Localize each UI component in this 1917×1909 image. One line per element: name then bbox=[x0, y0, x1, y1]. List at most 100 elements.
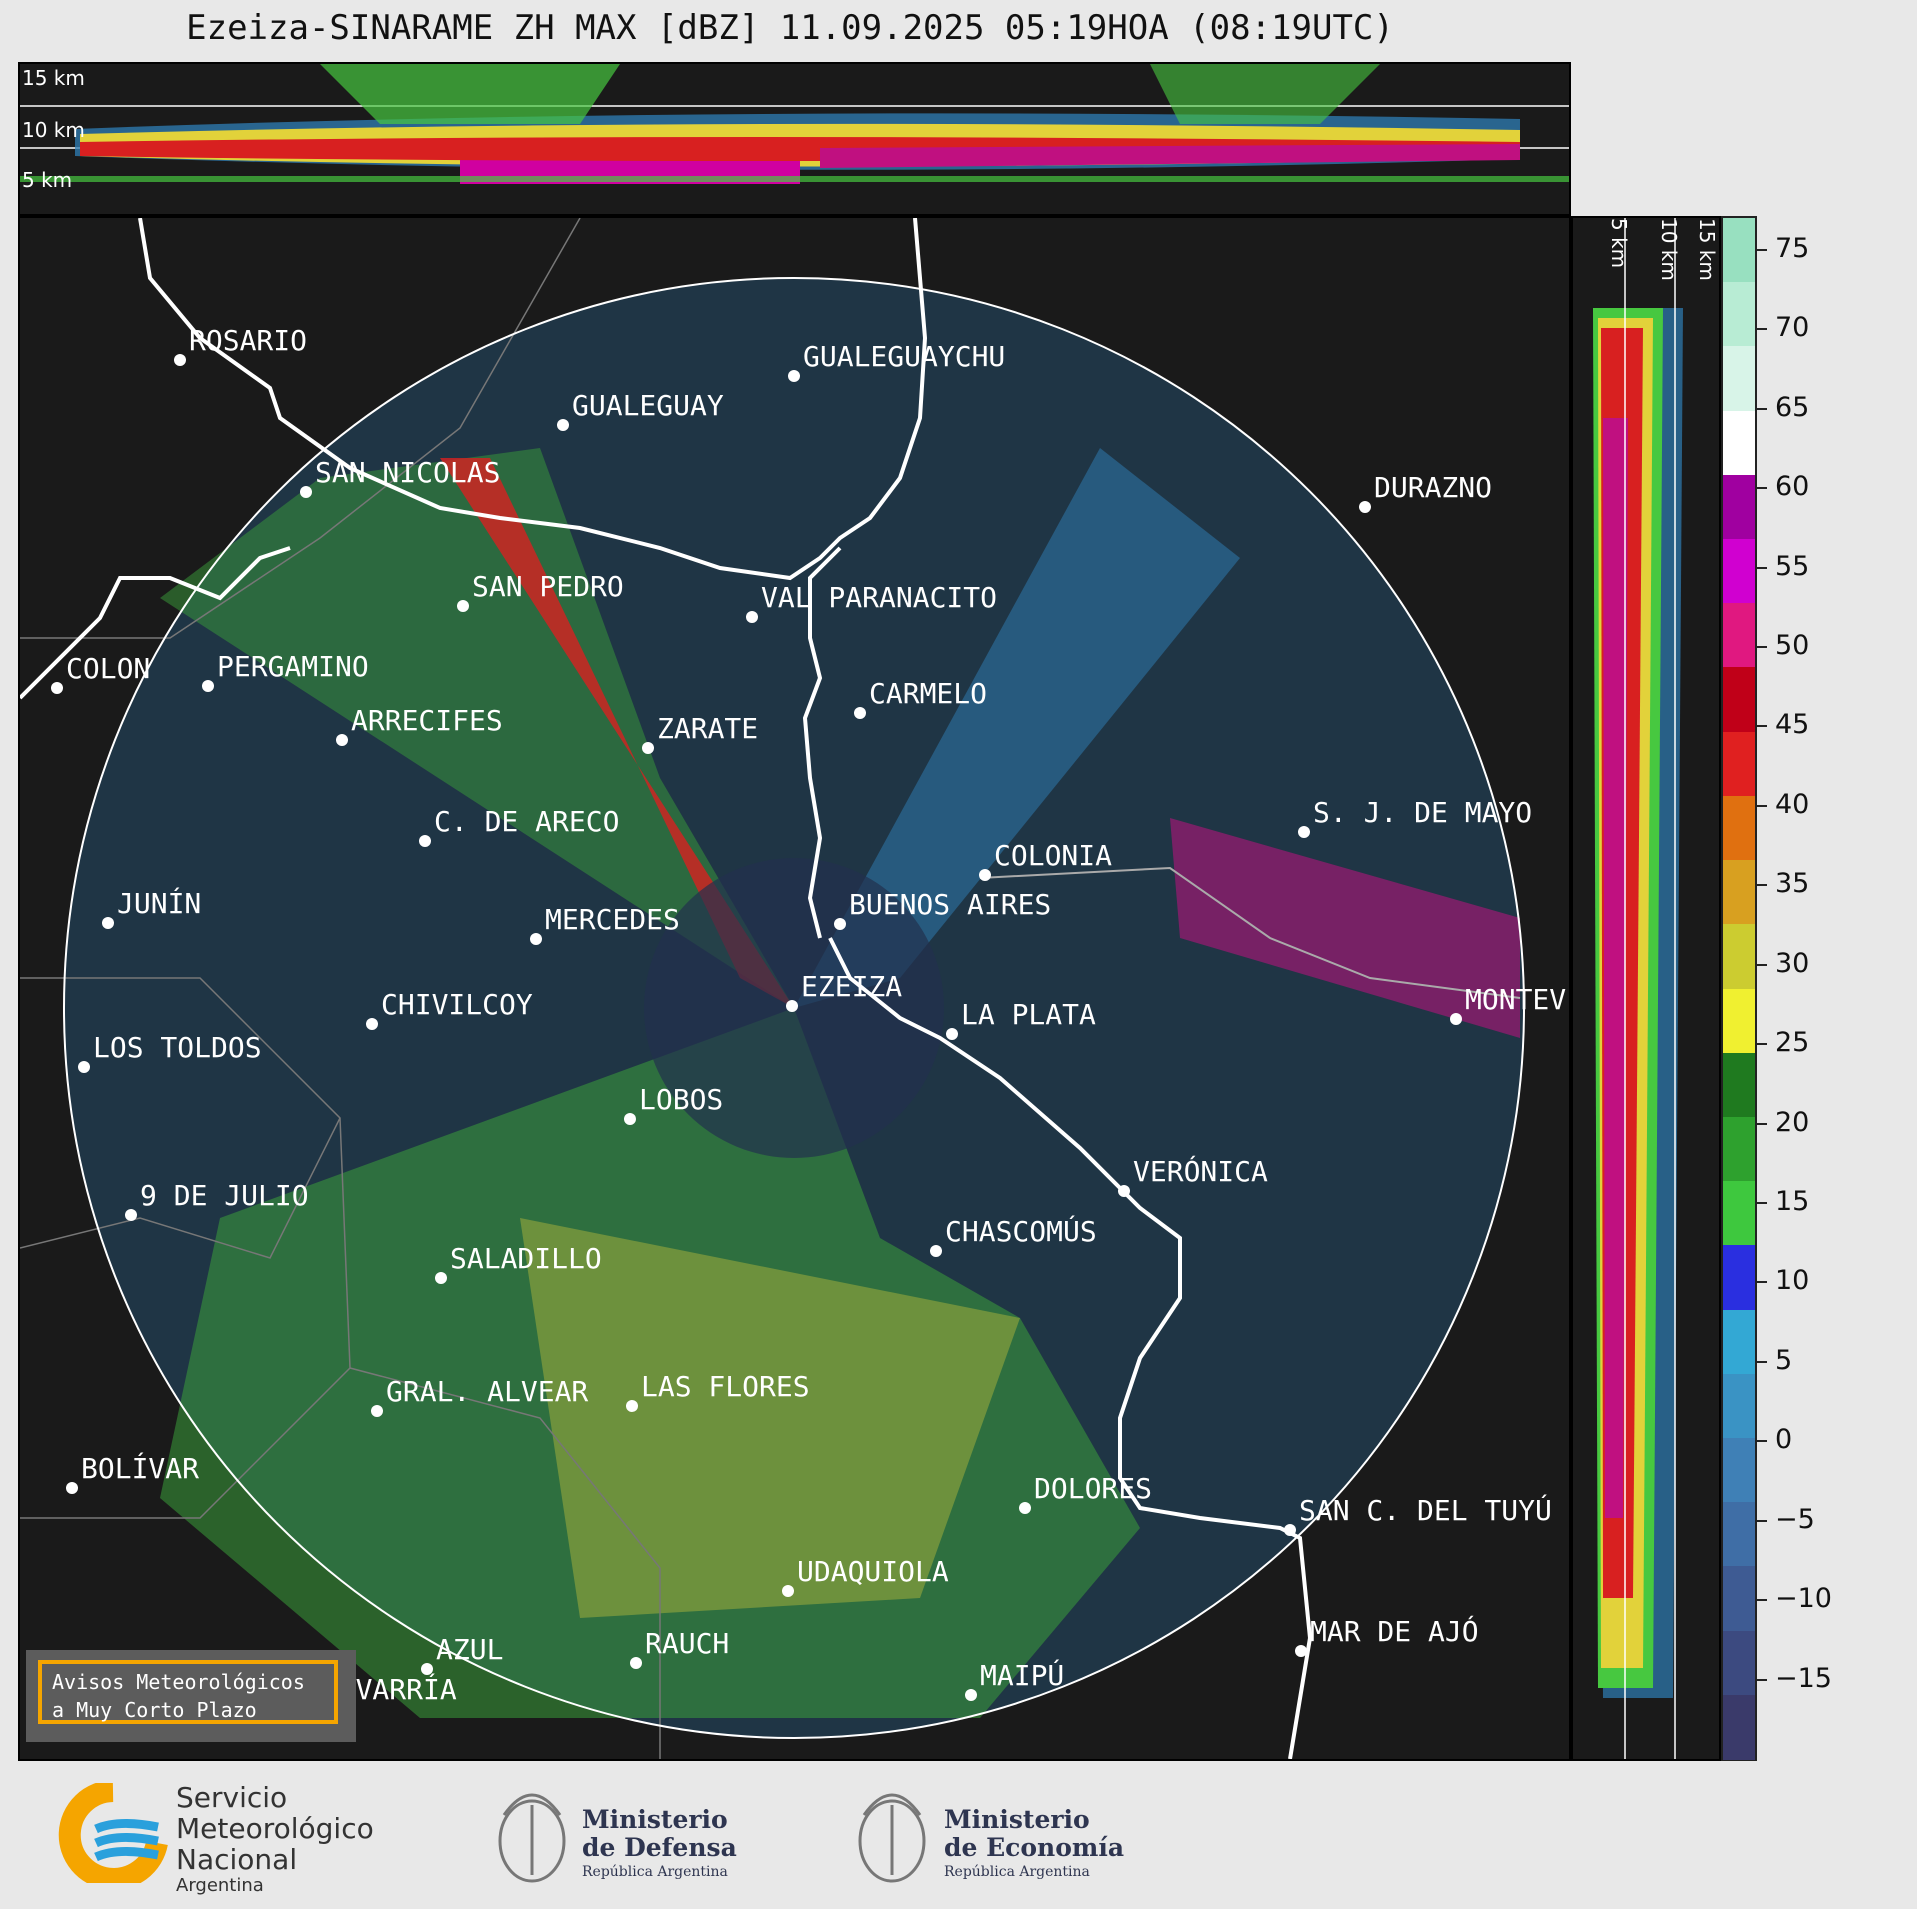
colorbar-step bbox=[1723, 539, 1755, 605]
city-label: S. J. DE MAYO bbox=[1313, 796, 1533, 829]
city-dot bbox=[51, 682, 63, 694]
city-dot bbox=[435, 1272, 447, 1284]
city-label: ROSARIO bbox=[189, 324, 308, 357]
city-dot bbox=[557, 419, 569, 431]
city-label: BUENOS AIRES bbox=[849, 888, 1052, 921]
colorbar-step bbox=[1723, 1309, 1755, 1375]
side-cross-section: 5 km 10 km 15 km bbox=[1571, 216, 1721, 1761]
colorbar-tick bbox=[1757, 1360, 1767, 1363]
city-dot bbox=[834, 918, 846, 930]
city-dot bbox=[1359, 501, 1371, 513]
city-label: GUALEGUAY bbox=[572, 389, 724, 422]
coast-and-borders bbox=[20, 218, 1313, 1759]
side-alt-label-10: 10 km bbox=[1657, 218, 1681, 281]
city-dot bbox=[102, 917, 114, 929]
city-label: 9 DE JULIO bbox=[140, 1179, 309, 1212]
defensa-line-3: República Argentina bbox=[582, 1864, 728, 1880]
colorbar-tick bbox=[1757, 1440, 1767, 1443]
city-label: LAS FLORES bbox=[641, 1370, 810, 1403]
colorbar-step bbox=[1723, 988, 1755, 1054]
economia-line-3: República Argentina bbox=[944, 1864, 1090, 1880]
city-dot bbox=[979, 869, 991, 881]
top-alt-label-5: 5 km bbox=[22, 168, 73, 192]
province-boundaries bbox=[20, 218, 661, 1759]
warning-line-2: a Muy Corto Plazo bbox=[52, 1698, 257, 1722]
city-dot bbox=[626, 1400, 638, 1412]
colorbar-tick-label: 0 bbox=[1775, 1424, 1793, 1456]
colorbar-step bbox=[1723, 1245, 1755, 1311]
city-dot bbox=[366, 1018, 378, 1030]
city-label: UDAQUIOLA bbox=[797, 1555, 949, 1588]
city-label: BOLÍVAR bbox=[81, 1452, 200, 1485]
city-label: VERÓNICA bbox=[1133, 1155, 1268, 1188]
colorbar-tick bbox=[1757, 1122, 1767, 1125]
city-dot bbox=[624, 1113, 636, 1125]
top-section-echo bbox=[20, 64, 1569, 184]
smn-line-4: Argentina bbox=[176, 1875, 264, 1896]
city-dot bbox=[1284, 1524, 1296, 1536]
city-dot bbox=[1450, 1013, 1462, 1025]
city-label: SAN NICOLAS bbox=[315, 456, 501, 489]
city-dot bbox=[788, 370, 800, 382]
city-label: SAN C. DEL TUYÚ bbox=[1299, 1494, 1552, 1527]
colorbar-tick-label: 25 bbox=[1775, 1027, 1810, 1059]
top-section-plot bbox=[20, 64, 1569, 184]
city-label: SAN PEDRO bbox=[472, 570, 624, 603]
city-dot bbox=[371, 1405, 383, 1417]
colorbar-step bbox=[1723, 1502, 1755, 1568]
city-dot bbox=[66, 1482, 78, 1494]
city-label: MONTEV bbox=[1465, 983, 1567, 1016]
city-label: DURAZNO bbox=[1374, 471, 1493, 504]
colorbar-tick-label: 70 bbox=[1775, 312, 1810, 344]
economia-shield-icon bbox=[858, 1793, 926, 1883]
colorbar-tick bbox=[1757, 725, 1767, 728]
city-label: PERGAMINO bbox=[217, 650, 369, 683]
radar-map-plot bbox=[20, 218, 1525, 1759]
city-label: LOS TOLDOS bbox=[93, 1031, 262, 1064]
colorbar-tick-label: 45 bbox=[1775, 709, 1810, 741]
colorbar-step bbox=[1723, 731, 1755, 797]
city-label: JUNÍN bbox=[117, 887, 202, 920]
city-dot bbox=[786, 1000, 798, 1012]
city-dot bbox=[457, 600, 469, 612]
city-dot bbox=[930, 1245, 942, 1257]
colorbar-step bbox=[1723, 795, 1755, 862]
colorbar-tick-label: 65 bbox=[1775, 391, 1810, 423]
colorbar-tick bbox=[1757, 1281, 1767, 1284]
footer-logos bbox=[0, 1763, 1917, 1909]
economia-logo-text: Ministerio de Economía República Argenti… bbox=[944, 1806, 1124, 1882]
top-alt-label-10: 10 km bbox=[22, 118, 85, 142]
smn-line-3: Nacional bbox=[176, 1843, 298, 1876]
city-dot bbox=[419, 835, 431, 847]
smn-line-1: Servicio bbox=[176, 1781, 288, 1814]
city-dot bbox=[746, 611, 758, 623]
smn-logo-icon bbox=[58, 1783, 168, 1883]
city-dot bbox=[782, 1585, 794, 1597]
economia-line-2: de Economía bbox=[944, 1833, 1125, 1862]
city-label: LOBOS bbox=[639, 1083, 724, 1116]
city-label: GRAL. ALVEAR bbox=[386, 1375, 589, 1408]
city-dot bbox=[946, 1028, 958, 1040]
defensa-logo-text: Ministerio de Defensa República Argentin… bbox=[582, 1806, 737, 1882]
warning-box-frame[interactable]: Avisos Meteorológicos a Muy Corto Plazo bbox=[38, 1660, 338, 1724]
city-label: CHASCOMÚS bbox=[945, 1215, 1097, 1248]
colorbar-step bbox=[1723, 1116, 1755, 1183]
side-alt-label-15: 15 km bbox=[1695, 218, 1719, 281]
city-dot bbox=[125, 1209, 137, 1221]
city-dot bbox=[642, 742, 654, 754]
colorbar-step bbox=[1723, 410, 1755, 476]
colorbar-tick-label: 35 bbox=[1775, 868, 1810, 900]
colorbar-tick bbox=[1757, 1678, 1767, 1681]
defensa-line-2: de Defensa bbox=[582, 1833, 737, 1862]
warning-box[interactable]: Avisos Meteorológicos a Muy Corto Plazo bbox=[26, 1650, 356, 1742]
colorbar-tick bbox=[1757, 248, 1767, 251]
colorbar bbox=[1721, 216, 1757, 1761]
colorbar-tick bbox=[1757, 328, 1767, 331]
colorbar-tick-label: 60 bbox=[1775, 471, 1810, 503]
city-dot bbox=[202, 680, 214, 692]
colorbar-tick bbox=[1757, 1201, 1767, 1204]
colorbar-tick-label: 40 bbox=[1775, 788, 1810, 820]
top-alt-label-15: 15 km bbox=[22, 66, 85, 90]
colorbar-step bbox=[1723, 218, 1755, 284]
colorbar-tick-label: 10 bbox=[1775, 1265, 1810, 1297]
